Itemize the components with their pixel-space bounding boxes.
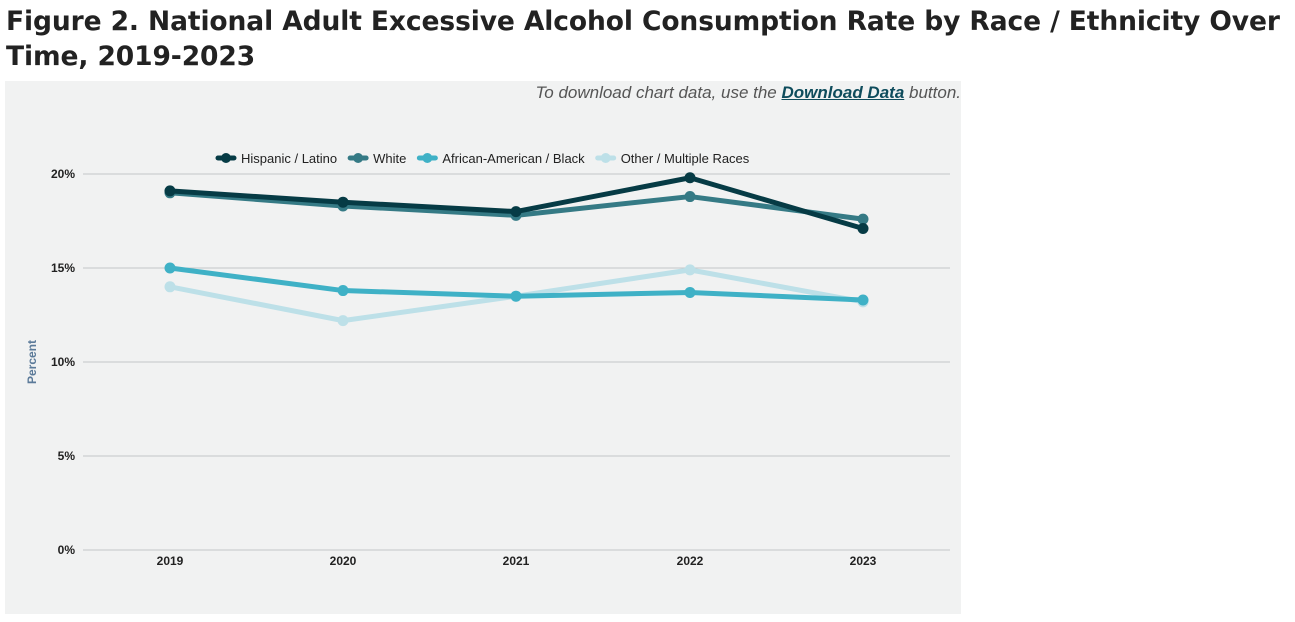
legend-item[interactable]: African-American / Black [416, 151, 585, 166]
series-african-american-black [164, 262, 869, 306]
legend-swatch-marker [422, 153, 433, 163]
data-point[interactable] [510, 290, 522, 302]
x-tick-label: 2019 [157, 554, 184, 568]
x-tick-label: 2020 [330, 554, 357, 568]
data-point[interactable] [684, 264, 696, 276]
y-tick-label: 20% [51, 167, 75, 181]
x-tick-label: 2022 [677, 554, 704, 568]
data-point[interactable] [337, 196, 349, 208]
legend: Hispanic / Latino White African-American /… [215, 151, 750, 166]
legend-item[interactable]: Other / Multiple Races [595, 151, 750, 166]
data-point[interactable] [510, 206, 522, 218]
x-tick-label: 2023 [850, 554, 877, 568]
data-point[interactable] [337, 315, 349, 327]
line-chart: 0% 5% 10% 15% 20% 2019 2020 2021 2022 2023 Hispa… [25, 151, 950, 568]
y-axis-label: Percent [25, 340, 39, 384]
x-tick-label: 2021 [503, 554, 530, 568]
y-tick-label: 5% [58, 449, 76, 463]
data-point[interactable] [337, 285, 349, 297]
data-point[interactable] [857, 213, 869, 225]
legend-swatch-marker [600, 153, 611, 163]
series-white [164, 187, 869, 225]
y-tick-label: 0% [58, 543, 76, 557]
data-point[interactable] [684, 191, 696, 203]
legend-item[interactable]: White [347, 151, 406, 166]
legend-label: Hispanic / Latino [241, 151, 337, 166]
data-point[interactable] [164, 185, 176, 197]
chart-panel: To download chart data, use the Download… [5, 81, 961, 614]
legend-label: African-American / Black [442, 151, 585, 166]
data-point[interactable] [164, 262, 176, 274]
data-point[interactable] [684, 172, 696, 184]
legend-swatch-marker [353, 153, 364, 163]
download-note-suffix: button. [904, 83, 961, 102]
data-point[interactable] [684, 286, 696, 298]
y-tick-labels: 0% 5% 10% 15% 20% [51, 167, 75, 557]
x-tick-labels: 2019 2020 2021 2022 2023 [157, 554, 877, 568]
series-hispanic-latino [164, 172, 869, 235]
series-lines [164, 172, 869, 327]
download-note: To download chart data, use the Download… [535, 83, 961, 103]
data-point[interactable] [857, 294, 869, 306]
legend-swatch-marker [221, 153, 231, 163]
grid-lines [83, 173, 950, 551]
y-tick-label: 10% [51, 355, 75, 369]
legend-item[interactable]: Hispanic / Latino [215, 151, 337, 166]
legend-label: Other / Multiple Races [621, 151, 750, 166]
figure-title: Figure 2. National Adult Excessive Alcoh… [6, 6, 1280, 72]
download-data-link[interactable]: Download Data [781, 83, 905, 102]
data-point[interactable] [857, 223, 869, 235]
y-tick-label: 15% [51, 261, 75, 275]
download-note-prefix: To download chart data, use the [535, 83, 782, 102]
legend-label: White [373, 151, 406, 166]
data-point[interactable] [164, 281, 176, 293]
